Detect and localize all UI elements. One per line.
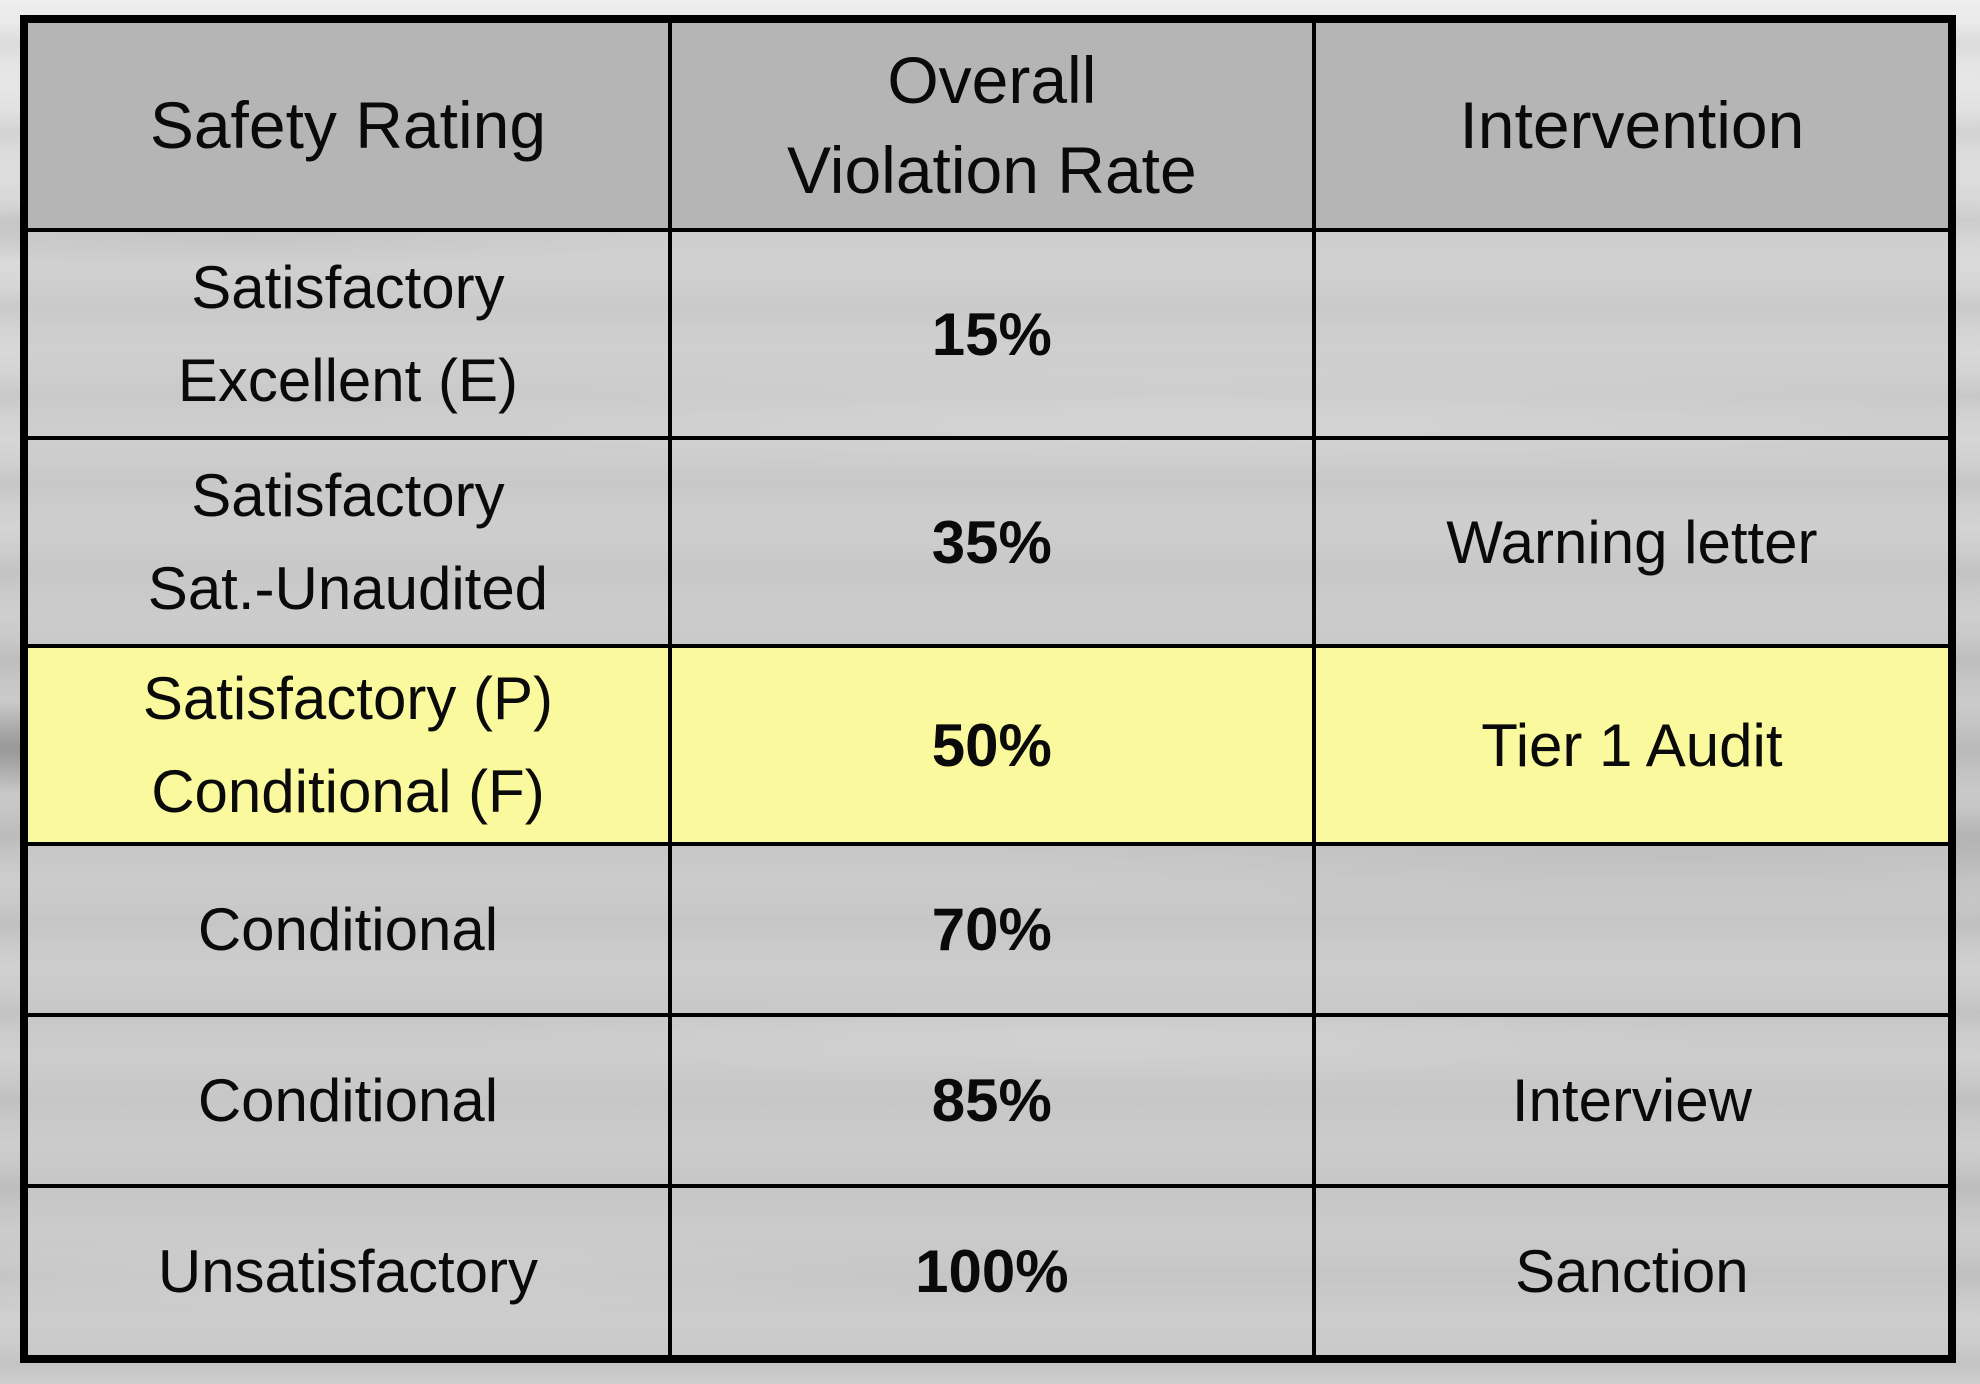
rate-cell: 15%: [667, 227, 1316, 441]
rating-cell: Satisfactory Sat.-Unaudited: [22, 436, 672, 649]
rating-cell: Conditional: [22, 841, 672, 1017]
intervention-cell: [1311, 227, 1955, 441]
rate-cell: 100%: [667, 1183, 1316, 1362]
rating-cell: Satisfactory (P) Conditional (F): [22, 644, 672, 846]
col-header-intervention: Intervention: [1311, 17, 1955, 232]
table-row-conditional-70: Conditional 70%: [22, 841, 1955, 1017]
intervention-cell: [1311, 841, 1955, 1017]
rating-cell: Unsatisfactory: [22, 1183, 672, 1362]
rating-cell: Conditional: [22, 1012, 672, 1188]
table-row-satisfactory-conditional-highlighted: Satisfactory (P) Conditional (F) 50% Tie…: [22, 644, 1955, 846]
rate-cell: 35%: [667, 436, 1316, 649]
intervention-cell: Interview: [1311, 1012, 1955, 1188]
col-header-safety-rating: Safety Rating: [22, 17, 672, 232]
intervention-cell: Warning letter: [1311, 436, 1955, 649]
col-header-violation-rate: Overall Violation Rate: [667, 17, 1316, 232]
intervention-cell: Tier 1 Audit: [1311, 644, 1955, 846]
table-row-satisfactory-excellent: Satisfactory Excellent (E) 15%: [22, 227, 1955, 441]
rating-cell: Satisfactory Excellent (E): [22, 227, 672, 441]
header-row: Safety Rating Overall Violation Rate Int…: [22, 17, 1955, 232]
table-row-conditional-85: Conditional 85% Interview: [22, 1012, 1955, 1188]
rate-cell: 70%: [667, 841, 1316, 1017]
intervention-cell: Sanction: [1311, 1183, 1955, 1362]
rate-cell: 85%: [667, 1012, 1316, 1188]
rate-cell: 50%: [667, 644, 1316, 846]
table-row-unsatisfactory: Unsatisfactory 100% Sanction: [22, 1183, 1955, 1362]
table-row-satisfactory-unaudited: Satisfactory Sat.-Unaudited 35% Warning …: [22, 436, 1955, 649]
ratings-table: Safety Rating Overall Violation Rate Int…: [20, 15, 1956, 1363]
